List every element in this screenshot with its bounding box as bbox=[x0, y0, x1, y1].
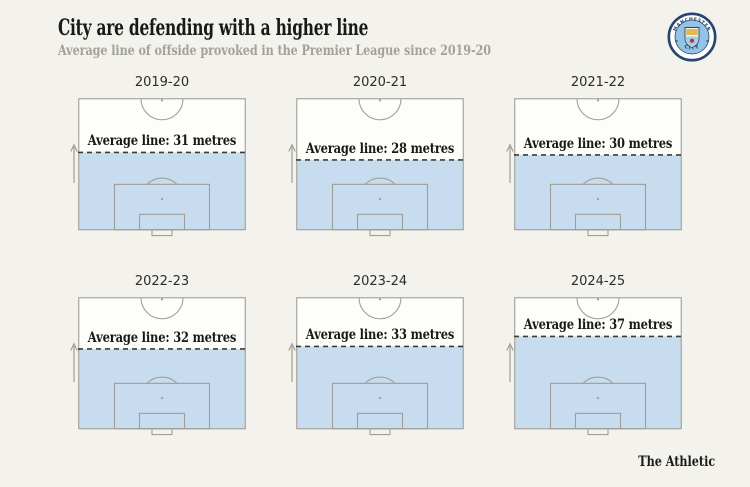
average-line-label: Average line: 37 metres bbox=[523, 317, 673, 334]
centre-spot bbox=[160, 99, 164, 102]
offside-shaded-area bbox=[515, 336, 681, 429]
centre-circle bbox=[358, 297, 402, 320]
season-label: 2024-25 bbox=[570, 274, 626, 289]
season-panel-2020-21: 2020-21 Average line: 28 metres bbox=[276, 75, 484, 244]
pitch-markings bbox=[78, 98, 246, 237]
season-panel-2024-25: 2024-25 Average line: 37 metres bbox=[494, 274, 702, 443]
penalty-arc bbox=[582, 376, 614, 384]
chart-subtitle: Average line of offside provoked in the … bbox=[58, 43, 491, 59]
centre-circle bbox=[140, 297, 184, 320]
penalty-spot bbox=[160, 197, 164, 201]
pitch-diagram bbox=[288, 98, 464, 237]
pitch-diagram bbox=[70, 297, 246, 436]
pitch-markings bbox=[296, 98, 464, 237]
pitch-diagram bbox=[506, 98, 682, 237]
goal bbox=[587, 229, 609, 237]
badge-star-left bbox=[675, 40, 678, 42]
centre-spot bbox=[378, 99, 382, 102]
direction-up-arrow-icon bbox=[70, 342, 78, 382]
average-line-label: Average line: 33 metres bbox=[305, 327, 455, 344]
direction-up-arrow-icon bbox=[70, 143, 78, 183]
chart-title: City are defending with a higher line bbox=[58, 15, 369, 41]
average-line-label: Average line: 28 metres bbox=[305, 140, 455, 157]
penalty-arc bbox=[364, 376, 396, 384]
penalty-arc bbox=[364, 177, 396, 185]
centre-spot bbox=[378, 298, 382, 301]
penalty-spot bbox=[160, 396, 164, 400]
offside-shaded-area bbox=[515, 154, 681, 230]
centre-spot bbox=[160, 298, 164, 301]
pitch-diagram bbox=[288, 297, 464, 436]
centre-spot bbox=[596, 99, 600, 102]
penalty-spot bbox=[378, 197, 382, 201]
direction-up-arrow-icon bbox=[288, 143, 296, 183]
season-label: 2021-22 bbox=[570, 75, 626, 90]
penalty-arc bbox=[146, 376, 178, 384]
direction-up-arrow-icon bbox=[506, 143, 514, 183]
average-line-label: Average line: 32 metres bbox=[87, 329, 237, 346]
penalty-spot bbox=[596, 396, 600, 400]
season-label: 2019-20 bbox=[134, 75, 190, 90]
direction-up-arrow-icon bbox=[506, 342, 514, 382]
season-label: 2023-24 bbox=[352, 274, 408, 289]
badge-rose bbox=[690, 38, 694, 43]
season-panel-2019-20: 2019-20 Average line: 31 metres bbox=[58, 75, 266, 244]
goal bbox=[369, 428, 391, 436]
offside-shaded-area bbox=[297, 346, 463, 429]
goal bbox=[587, 428, 609, 436]
penalty-spot bbox=[378, 396, 382, 400]
centre-circle bbox=[358, 98, 402, 121]
manchester-city-crest-icon: MANCHESTER CITY bbox=[667, 12, 717, 62]
pitch-markings bbox=[514, 98, 682, 237]
goal bbox=[151, 229, 173, 237]
average-line-label: Average line: 30 metres bbox=[523, 135, 673, 152]
goal bbox=[151, 428, 173, 436]
season-panel-2023-24: 2023-24 Average line: 33 metres bbox=[276, 274, 484, 443]
pitch-diagram bbox=[70, 98, 246, 237]
penalty-spot bbox=[596, 197, 600, 201]
season-label: 2022-23 bbox=[134, 274, 190, 289]
brand-watermark: The Athletic bbox=[638, 454, 715, 470]
penalty-arc bbox=[582, 177, 614, 185]
pitch-markings bbox=[514, 297, 682, 436]
centre-circle bbox=[576, 98, 620, 121]
badge-ship bbox=[686, 29, 698, 35]
average-line-label: Average line: 31 metres bbox=[87, 133, 237, 150]
season-panel-2021-22: 2021-22 Average line: 30 metres bbox=[494, 75, 702, 244]
season-label: 2020-21 bbox=[352, 75, 408, 90]
goal bbox=[369, 229, 391, 237]
offside-shaded-area bbox=[79, 152, 245, 230]
direction-up-arrow-icon bbox=[288, 342, 296, 382]
centre-circle bbox=[140, 98, 184, 121]
badge-star-right bbox=[706, 40, 709, 42]
centre-circle bbox=[576, 297, 620, 320]
offside-shaded-area bbox=[297, 159, 463, 230]
pitch-markings bbox=[78, 297, 246, 436]
centre-spot bbox=[596, 298, 600, 301]
penalty-arc bbox=[146, 177, 178, 185]
offside-shaded-area bbox=[79, 348, 245, 429]
pitch-diagram bbox=[506, 297, 682, 436]
pitch-markings bbox=[296, 297, 464, 436]
season-panel-2022-23: 2022-23 Average line: 32 metres bbox=[58, 274, 266, 443]
